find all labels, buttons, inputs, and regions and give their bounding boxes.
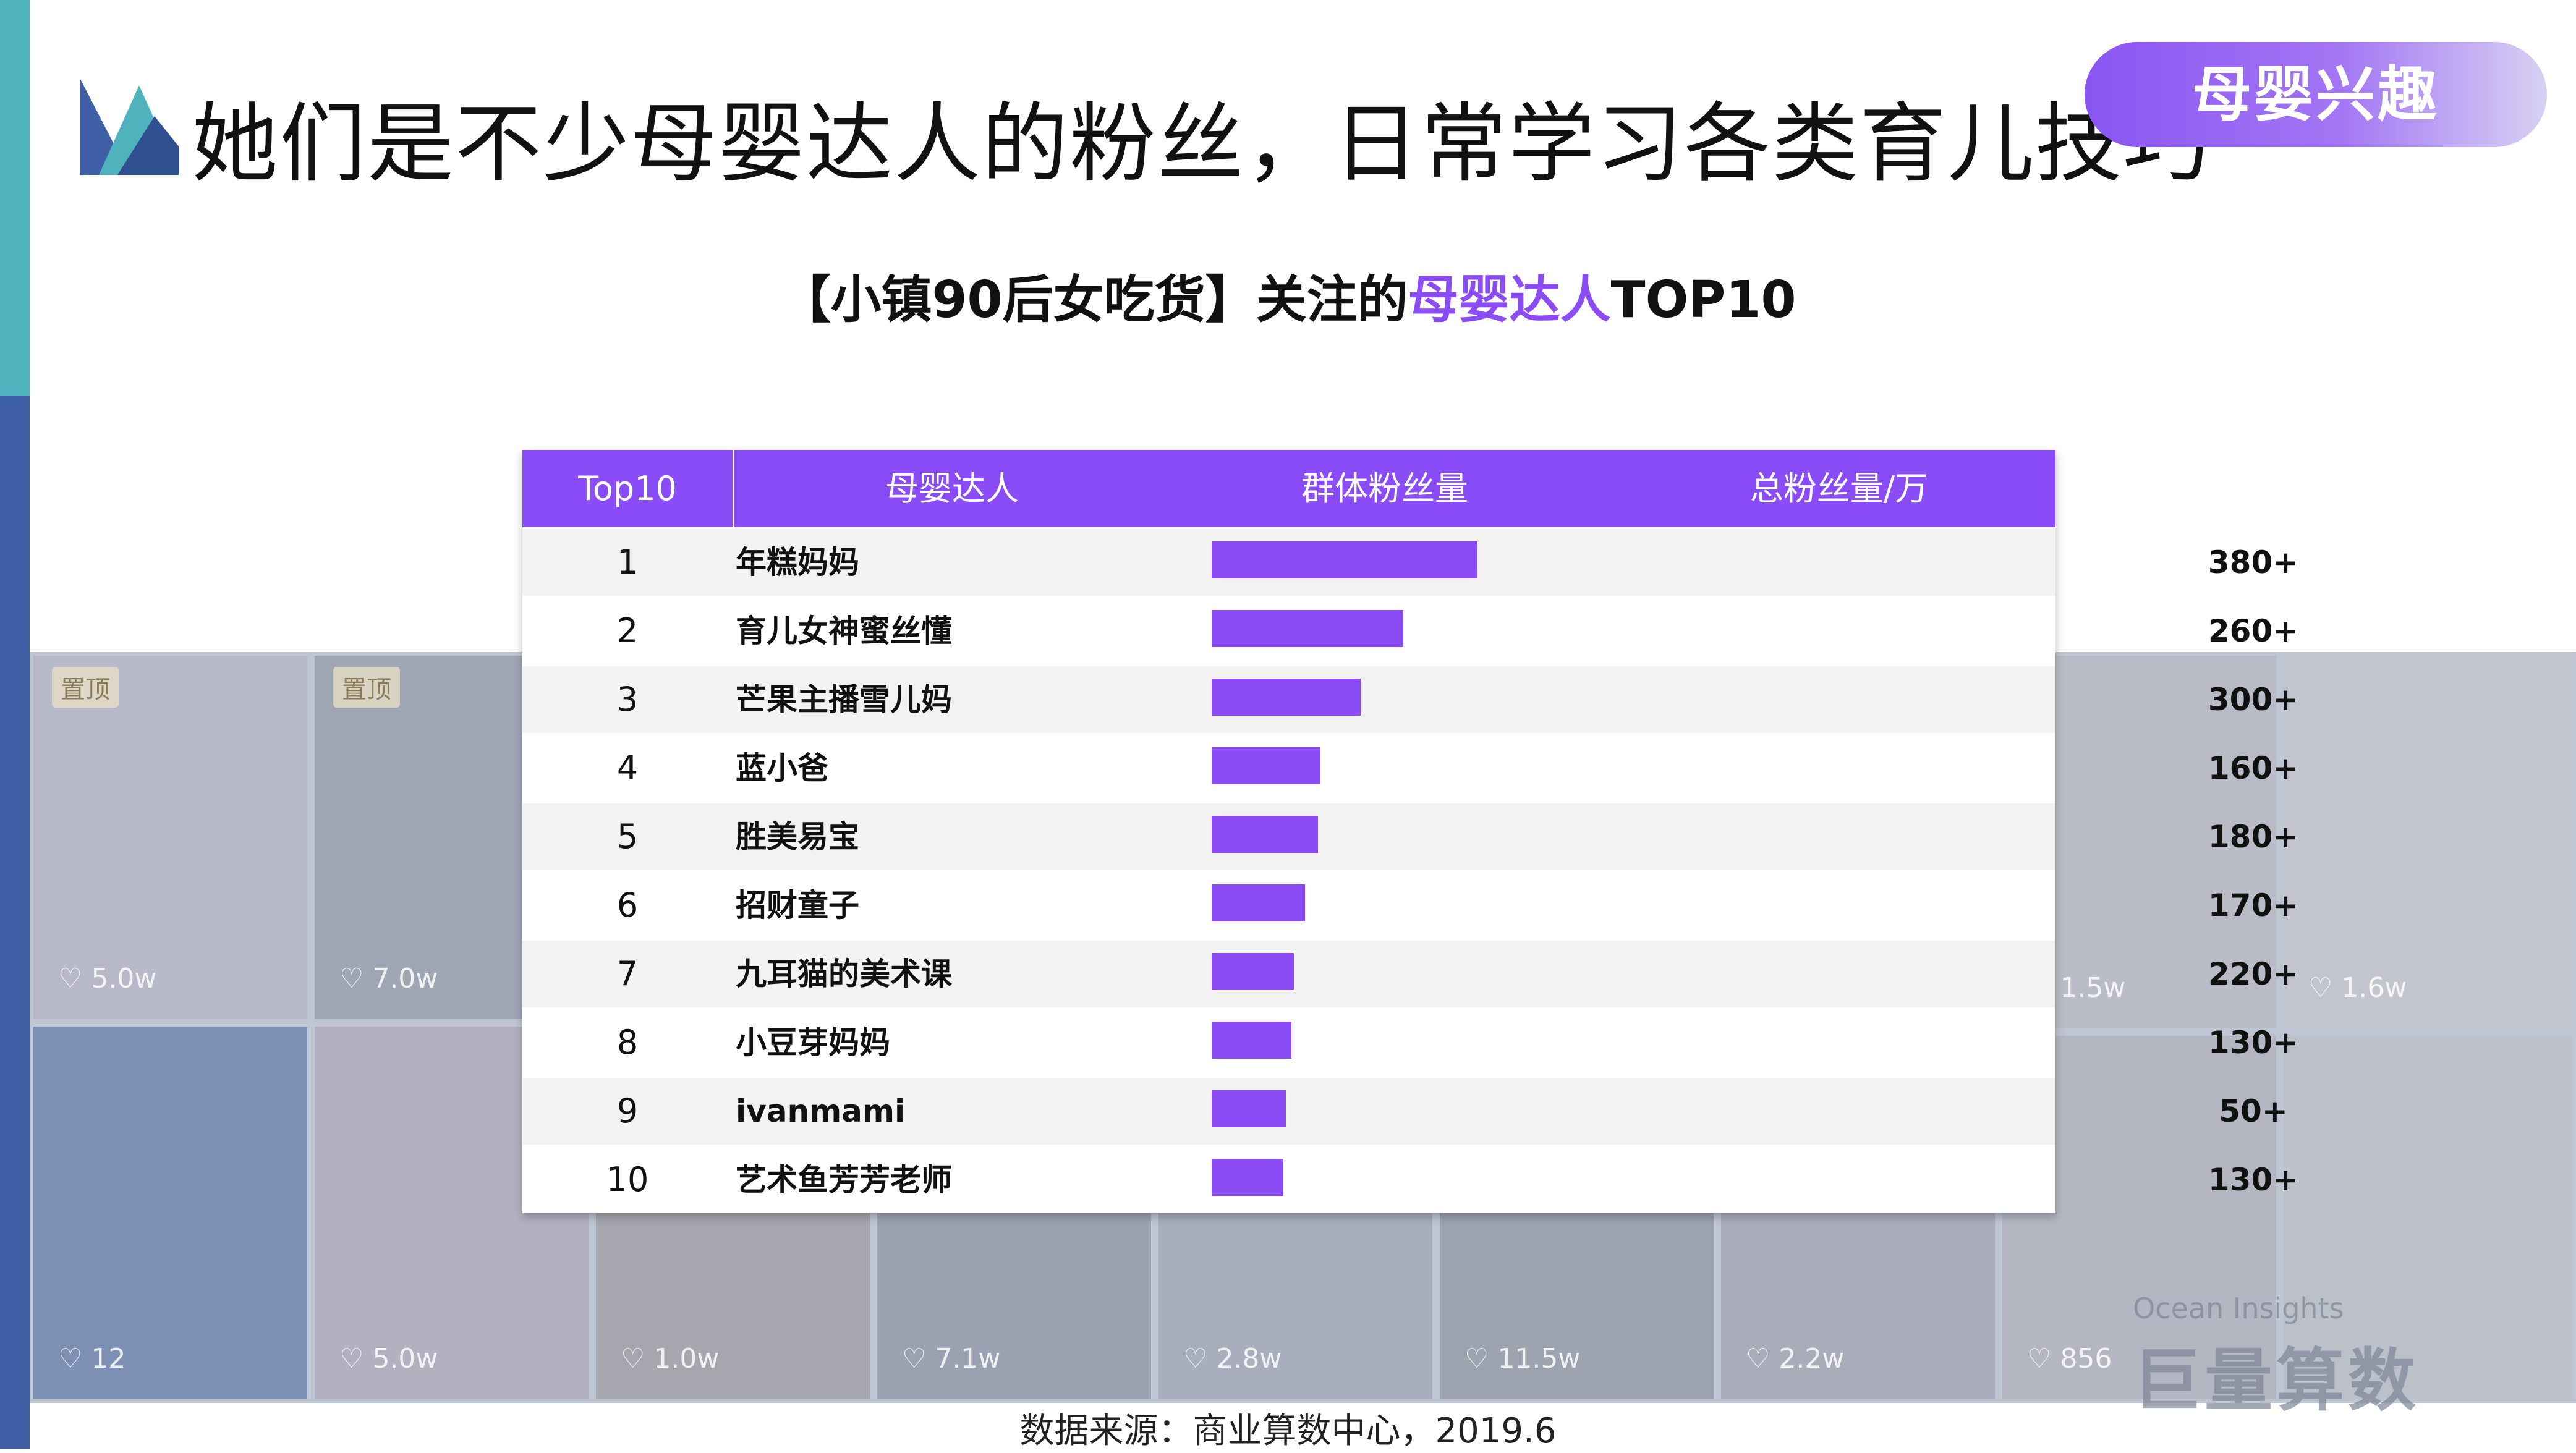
influencer-table: Top10 母婴达人 群体粉丝量 总粉丝量/万 1 年糕妈妈 380+ 2 育儿女神蜜丝… xyxy=(522,450,2298,1213)
influencer-name: 芒果主播雪儿妈 xyxy=(736,682,952,718)
group-fans-bar xyxy=(1212,884,1305,921)
influencer-name: 育儿女神蜜丝懂 xyxy=(736,613,952,649)
influencer-name: 小豆芽妈妈 xyxy=(736,1025,890,1061)
influencer-name: 年糕妈妈 xyxy=(736,544,859,580)
total-fans-cell: 170+ xyxy=(2208,887,2299,923)
header-rank: Top10 xyxy=(578,469,677,508)
pin-badge: 置顶 xyxy=(333,667,400,708)
influencer-name: 艺术鱼芳芳老师 xyxy=(736,1162,952,1198)
table-title-highlight: 母婴达人 xyxy=(1408,271,1611,329)
table-row: 8 小豆芽妈妈 130+ xyxy=(522,1007,2298,1076)
left-accent-stripe-teal xyxy=(0,0,30,396)
total-fans-cell: 180+ xyxy=(2208,819,2299,855)
total-fans-cell: 220+ xyxy=(2208,956,2299,992)
group-fans-bar xyxy=(1212,1090,1286,1127)
table-row: 9 ivanmami 50+ xyxy=(522,1076,2288,1145)
table-row: 10 艺术鱼芳芳老师 130+ xyxy=(522,1145,2298,1213)
watermark-cn: 巨量算数 xyxy=(2133,1341,2420,1420)
background-tile: ♡ 12 xyxy=(30,1023,311,1403)
influencer-name: ivanmami xyxy=(736,1093,906,1129)
rank-cell: 4 xyxy=(616,748,639,787)
watermark: Ocean Insights 巨量算数 xyxy=(2133,1292,2420,1424)
group-fans-bar xyxy=(1212,610,1403,647)
table-row: 3 芒果主播雪儿妈 300+ xyxy=(522,664,2298,733)
table-row: 2 育儿女神蜜丝懂 260+ xyxy=(522,596,2298,664)
group-fans-bar xyxy=(1212,1159,1283,1196)
table-body: 1 年糕妈妈 380+ 2 育儿女神蜜丝懂 260+ 3 芒果主播雪儿妈 300+ 4 蓝小爸 160… xyxy=(522,527,2298,1213)
total-fans-cell: 130+ xyxy=(2208,1025,2299,1061)
group-fans-bar xyxy=(1212,1022,1291,1059)
left-accent-stripe-blue xyxy=(0,396,30,1449)
like-count: ♡ 7.0w xyxy=(339,963,438,994)
total-fans-cell: 130+ xyxy=(2208,1162,2299,1198)
rank-cell: 9 xyxy=(616,1091,639,1130)
rank-cell: 5 xyxy=(616,817,639,856)
watermark-en: Ocean Insights xyxy=(2133,1292,2344,1325)
group-fans-bar xyxy=(1212,541,1477,578)
rank-cell: 6 xyxy=(616,886,639,925)
table-title: 【小镇90后女吃货】关注的母婴达人TOP10 xyxy=(0,258,2576,332)
brand-logo-icon xyxy=(80,79,179,175)
group-fans-bar xyxy=(1212,953,1294,990)
like-count: ♡ 856 xyxy=(2027,1343,2112,1375)
like-count: ♡ 7.1w xyxy=(902,1343,1001,1375)
table-row: 7 九耳猫的美术课 220+ xyxy=(522,939,2298,1007)
background-tile xyxy=(2280,1032,2576,1403)
rank-cell: 2 xyxy=(616,611,639,650)
rank-cell: 7 xyxy=(616,954,639,993)
table-header: Top10 母婴达人 群体粉丝量 总粉丝量/万 xyxy=(522,450,2055,527)
like-count: ♡ 2.8w xyxy=(1183,1343,1282,1375)
table-title-prefix: 【小镇90后女吃货】关注的 xyxy=(780,271,1408,329)
table-row: 1 年糕妈妈 380+ xyxy=(522,527,2298,596)
table-row: 4 蓝小爸 160+ xyxy=(522,733,2298,802)
total-fans-cell: 300+ xyxy=(2208,682,2299,718)
data-source-note: 数据来源：商业算数中心，2019.6 xyxy=(1019,1411,1557,1451)
like-count: ♡ 2.2w xyxy=(1746,1343,1845,1375)
like-count: ♡ 11.5w xyxy=(1464,1343,1581,1375)
influencer-name: 九耳猫的美术课 xyxy=(736,956,952,992)
influencer-name: 蓝小爸 xyxy=(736,750,828,786)
header-group-fans: 群体粉丝量 xyxy=(1301,469,1468,508)
table-row: 6 招财童子 170+ xyxy=(522,870,2298,939)
like-count: ♡ 5.0w xyxy=(58,963,157,994)
pin-badge: 置顶 xyxy=(52,667,119,708)
rank-cell: 10 xyxy=(606,1160,649,1199)
background-tile: ♡ 856 xyxy=(1999,1032,2280,1403)
group-fans-bar xyxy=(1212,679,1361,716)
background-tile: 置顶 ♡ 5.0w xyxy=(30,652,311,1023)
table-title-suffix: TOP10 xyxy=(1610,271,1796,329)
header-influencer: 母婴达人 xyxy=(885,469,1019,508)
total-fans-cell: 160+ xyxy=(2208,750,2299,786)
rank-cell: 1 xyxy=(616,543,639,582)
like-count: ♡ 5.0w xyxy=(339,1343,438,1375)
rank-cell: 3 xyxy=(616,680,639,719)
total-fans-cell: 260+ xyxy=(2208,613,2299,649)
rank-cell: 8 xyxy=(616,1023,639,1062)
like-count: ♡ 1.0w xyxy=(621,1343,720,1375)
page-title: 她们是不少母婴达人的粉丝，日常学习各类育儿技巧 xyxy=(192,94,2211,195)
table-row: 5 胜美易宝 180+ xyxy=(522,802,2298,870)
influencer-name: 招财童子 xyxy=(736,887,859,923)
category-tag: 母婴兴趣 xyxy=(2085,42,2547,147)
total-fans-cell: 50+ xyxy=(2219,1093,2288,1129)
header-total-fans: 总粉丝量/万 xyxy=(1749,469,1929,508)
background-tile: ♡ 1.6w xyxy=(2280,652,2576,1032)
like-count: ♡ 12 xyxy=(58,1343,126,1375)
group-fans-bar xyxy=(1212,747,1320,784)
group-fans-bar xyxy=(1212,816,1318,853)
header-divider xyxy=(733,450,734,527)
influencer-name: 胜美易宝 xyxy=(736,819,859,855)
total-fans-cell: 380+ xyxy=(2208,544,2299,580)
like-count: ♡ 1.6w xyxy=(2308,972,2407,1004)
